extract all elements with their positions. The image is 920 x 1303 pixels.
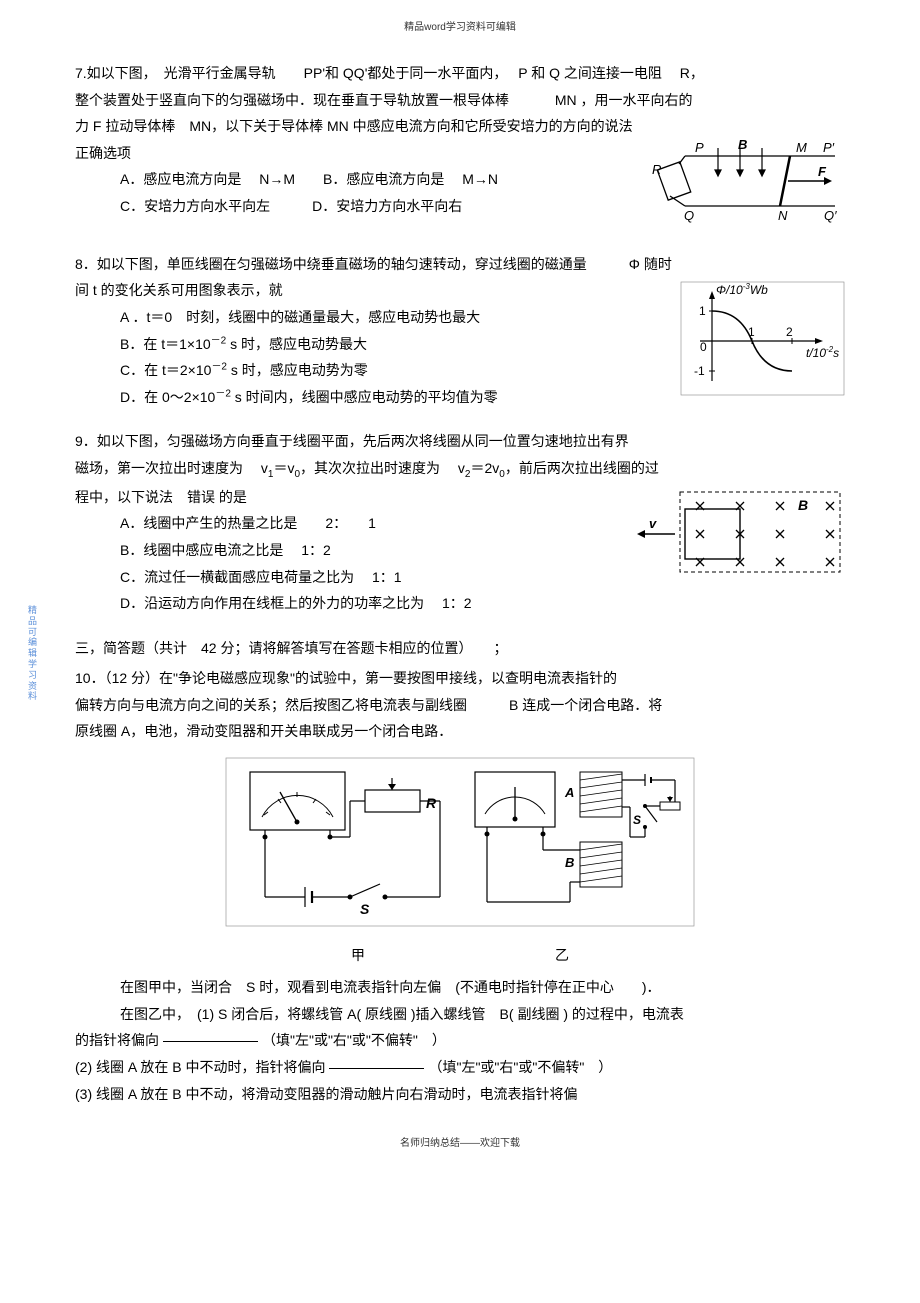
svg-text:R: R	[426, 795, 437, 811]
q10-label-yi: 乙	[462, 942, 662, 969]
svg-text:1: 1	[748, 325, 755, 339]
blank-2	[329, 1068, 424, 1069]
q10-para-2: 在图乙中， (1) S 闭合后，将螺线管 A( 原线圈 )插入螺线管 B( 副线…	[120, 1001, 845, 1028]
svg-text:P: P	[695, 140, 704, 155]
svg-text:B: B	[738, 140, 747, 152]
footer-watermark: 名师归纳总结——欢迎下载	[400, 1134, 520, 1153]
q10-stem-line: 原线圈 A，电池，滑动变阻器和开关串联成另一个闭合电路．	[75, 718, 845, 745]
q7-stem-line: 整个装置处于竖直向下的匀强磁场中．现在垂直于导轨放置一根导体棒 MN ，用一水平…	[75, 87, 845, 114]
q9-stem-line: 磁场，第一次拉出时速度为 v1＝v0，其次次拉出时速度为 v2＝2v0，前后两次…	[75, 455, 845, 484]
question-8: 8．如以下图，单匝线圈在匀强磁场中绕垂直磁场的轴匀速转动，穿过线圈的磁通量 Φ …	[75, 251, 845, 411]
q10-para-1: 在图甲中，当闭合 S 时，观看到电流表指针向左偏 (不通电时指针停在正中心 )．	[120, 974, 845, 1001]
svg-text:S: S	[360, 901, 370, 917]
q10-para-4: (3) 线圈 A 放在 B 中不动，将滑动变阻器的滑动触片向右滑动时，电流表指针…	[75, 1081, 845, 1108]
q9-stem-line: 9．如以下图，匀强磁场方向垂直于线圈平面，先后两次将线圈从同一位置匀速地拉出有界	[75, 428, 845, 455]
blank-1	[163, 1041, 258, 1042]
svg-text:Q′: Q′	[824, 208, 837, 223]
q10-stem-line: 10．（12 分）在"争论电磁感应现象"的试验中，第一要按图甲接线，以查明电流表…	[75, 665, 845, 692]
side-watermark: 精品可编辑学习资料	[28, 605, 40, 702]
q10-para-2b: 的指针将偏向（填"左"或"右"或"不偏转" ）	[75, 1027, 845, 1054]
svg-text:N: N	[778, 208, 788, 223]
svg-text:S: S	[633, 813, 641, 827]
q10-figure: R S	[75, 757, 845, 968]
section-3-title: 三，简答题（共计 42 分；请将解答填写在答题卡相应的位置） ；	[75, 635, 845, 662]
question-7: 7.如以下图， 光滑平行金属导轨 PP'和 QQ'都处于同一水平面内， P 和 …	[75, 60, 845, 233]
svg-text:R: R	[652, 162, 661, 177]
q7-stem-line: 7.如以下图， 光滑平行金属导轨 PP'和 QQ'都处于同一水平面内， P 和 …	[75, 60, 845, 87]
svg-text:v: v	[649, 516, 657, 531]
q7-stem-line: 力 F 拉动导体棒 MN，以下关于导体棒 MN 中感应电流方向和它所受安培力的方…	[75, 113, 845, 140]
svg-text:B: B	[565, 855, 574, 870]
svg-text:t/10-2s: t/10-2s	[806, 345, 839, 360]
svg-text:A: A	[564, 785, 574, 800]
svg-text:M: M	[796, 140, 807, 155]
svg-text:-1: -1	[694, 364, 705, 378]
q7-figure: P B M P′ R F Q N Q′	[650, 140, 845, 225]
q10-label-jia: 甲	[258, 942, 458, 969]
question-9: 9．如以下图，匀强磁场方向垂直于线圈平面，先后两次将线圈从同一位置匀速地拉出有界…	[75, 428, 845, 616]
svg-text:F: F	[818, 164, 827, 179]
question-10: 10．（12 分）在"争论电磁感应现象"的试验中，第一要按图甲接线，以查明电流表…	[75, 665, 845, 1107]
q9-figure: v B	[635, 484, 845, 582]
q8-stem-line: 8．如以下图，单匝线圈在匀强磁场中绕垂直磁场的轴匀速转动，穿过线圈的磁通量 Φ …	[75, 251, 845, 278]
svg-text:Φ/10-3Wb: Φ/10-3Wb	[716, 282, 768, 297]
q9-option-d: D．沿运动方向作用在线框上的外力的功率之比为 1：2	[120, 590, 845, 617]
svg-text:B: B	[798, 497, 808, 513]
svg-text:0: 0	[700, 340, 707, 354]
svg-text:P′: P′	[823, 140, 835, 155]
svg-text:1: 1	[699, 304, 706, 318]
header-watermark: 精品word学习资料可编辑	[404, 18, 516, 37]
svg-text:2: 2	[786, 325, 793, 339]
q8-figure: Φ/10-3Wb 1 0 -1 1 2 t/10-2s	[680, 281, 845, 396]
q10-para-3: (2) 线圈 A 放在 B 中不动时，指针将偏向（填"左"或"右"或"不偏转" …	[75, 1054, 845, 1081]
q10-stem-line: 偏转方向与电流方向之间的关系；然后按图乙将电流表与副线圈 B 连成一个闭合电路．…	[75, 692, 845, 719]
svg-text:Q: Q	[684, 208, 694, 223]
